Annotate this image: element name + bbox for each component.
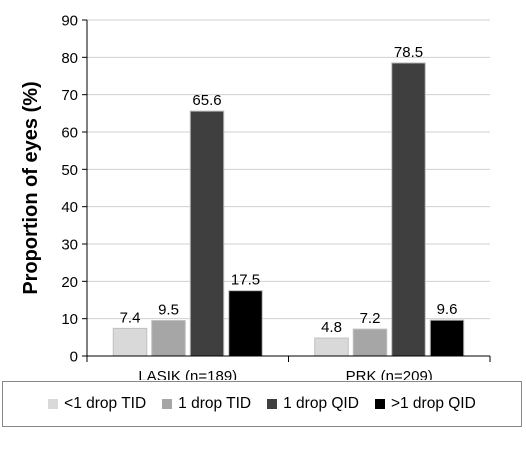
bar bbox=[391, 62, 426, 357]
y-tick-label: 30 bbox=[61, 237, 78, 254]
legend-swatch bbox=[48, 399, 59, 409]
bar bbox=[112, 327, 148, 357]
x-tick-label: PRK (n=209) bbox=[346, 368, 433, 380]
data-label: 4.8 bbox=[321, 319, 342, 336]
y-tick-label: 0 bbox=[70, 349, 78, 366]
y-tick-label: 80 bbox=[61, 50, 78, 67]
bar bbox=[151, 320, 186, 357]
legend-swatch bbox=[374, 399, 385, 409]
data-label: 78.5 bbox=[394, 44, 423, 61]
x-tick-label: LASIK (n=189) bbox=[138, 368, 237, 380]
legend-label: <1 drop TID bbox=[64, 395, 147, 412]
axes: 0 10 20 30 40 50 60 70 80 90 LASIK (n=189) PRK (n=2… bbox=[61, 13, 491, 380]
legend-swatch bbox=[162, 399, 173, 409]
data-label: 7.4 bbox=[120, 309, 141, 326]
data-label: 9.5 bbox=[158, 302, 179, 319]
y-tick-label: 70 bbox=[61, 87, 78, 104]
legend-item: 1 drop TID bbox=[162, 395, 251, 413]
chart-legend: <1 drop TID 1 drop TID 1 drop QID >1 drop Q… bbox=[2, 381, 522, 427]
data-label: 17.5 bbox=[231, 272, 260, 289]
bar bbox=[352, 328, 388, 357]
bar bbox=[228, 290, 263, 357]
bar bbox=[189, 110, 225, 357]
gridlines bbox=[87, 19, 490, 320]
bar bbox=[429, 319, 465, 357]
y-tick-label: 10 bbox=[61, 311, 78, 328]
y-tick-label: 50 bbox=[61, 162, 78, 179]
data-labels: 7.4 9.5 65.6 17.5 4.8 7.2 78.5 9.6 bbox=[120, 44, 458, 336]
legend-swatch bbox=[267, 399, 278, 409]
y-tick-label: 40 bbox=[61, 199, 78, 216]
y-tick-label: 20 bbox=[61, 274, 78, 291]
y-axis-label: Proportion of eyes (%) bbox=[20, 81, 42, 294]
data-label: 9.6 bbox=[437, 301, 458, 318]
legend-item: <1 drop TID bbox=[48, 395, 146, 413]
data-label: 7.2 bbox=[360, 310, 381, 327]
bar bbox=[314, 337, 349, 357]
legend-label: 1 drop QID bbox=[283, 395, 359, 412]
legend-item: >1 drop QID bbox=[374, 395, 476, 413]
y-tick-label: 60 bbox=[61, 125, 78, 142]
data-label: 65.6 bbox=[192, 92, 221, 109]
bar-chart: 7.4 9.5 65.6 17.5 4.8 7.2 78.5 9.6 0 10 20 30 40 50 6… bbox=[20, 13, 491, 380]
legend-label: >1 drop QID bbox=[390, 395, 476, 412]
legend-label: 1 drop TID bbox=[178, 395, 252, 412]
legend-item: 1 drop QID bbox=[267, 395, 359, 413]
y-tick-label: 90 bbox=[61, 13, 78, 30]
